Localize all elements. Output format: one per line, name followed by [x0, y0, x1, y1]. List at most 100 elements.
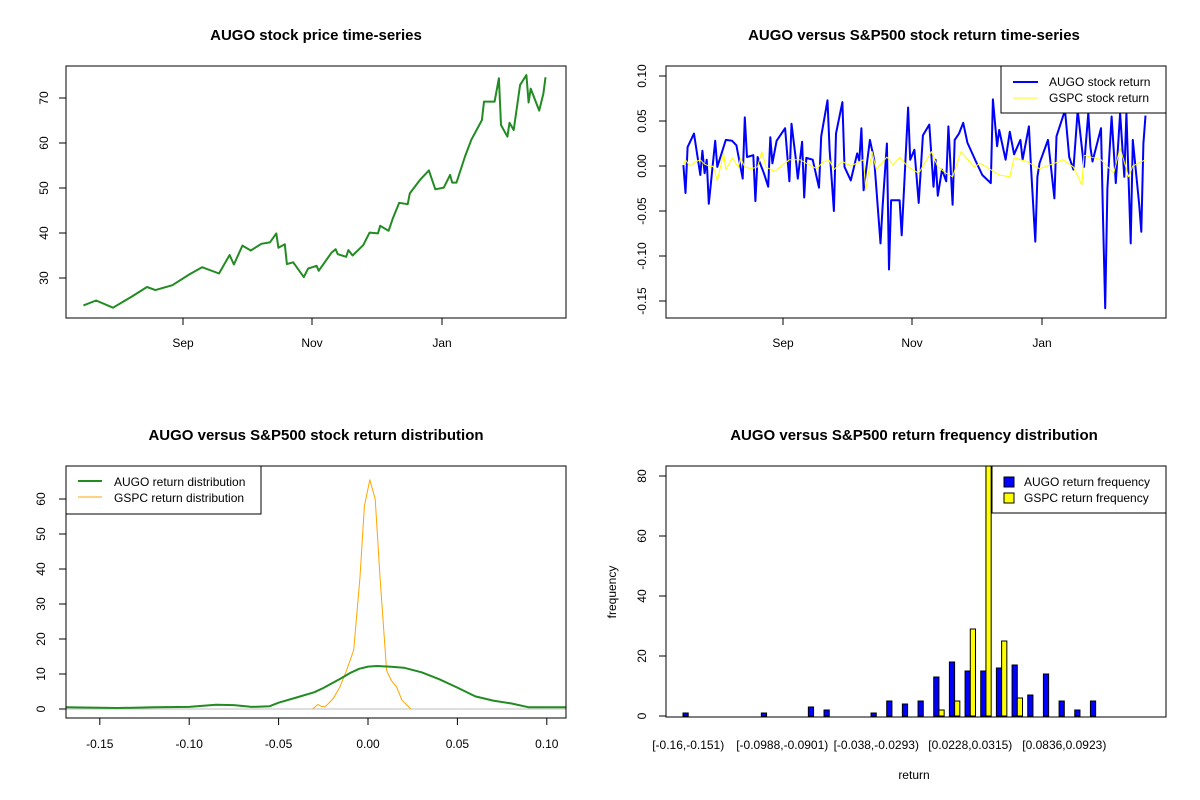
chart-title: AUGO versus S&P500 stock return time-ser…	[748, 27, 1080, 44]
x-tick-label: Nov	[301, 336, 322, 350]
plot-frame	[665, 465, 1167, 718]
x-tick-label: [0.0836,0.0923)	[1022, 738, 1106, 752]
x-tick-label: [0.0228,0.0315)	[928, 738, 1012, 752]
augo-bar	[1074, 709, 1081, 717]
x-tick-label: Nov	[901, 336, 922, 350]
legend-label: GSPC stock return	[1049, 91, 1149, 105]
x-tick-label: Jan	[1032, 336, 1051, 350]
x-tick-label: -0.15	[86, 737, 114, 751]
y-tick-label: 10	[34, 667, 48, 681]
x-tick-label: Sep	[172, 336, 194, 350]
legend: AUGO stock return GSPC stock return	[1000, 65, 1167, 114]
bars	[682, 466, 1097, 717]
legend-label: AUGO return distribution	[114, 475, 245, 489]
y-tick-label: 0	[34, 705, 48, 712]
histogram-chart: AUGO versus S&P500 return frequency dist…	[605, 427, 1167, 782]
legend-swatch-gspc	[1003, 492, 1015, 504]
augo-bar	[807, 706, 815, 717]
x-tick-label: -0.05	[265, 737, 293, 751]
augo-bar	[1027, 694, 1034, 717]
augo-bar	[1058, 700, 1065, 717]
y-tick-label: 30	[37, 271, 51, 285]
y-tick-label: 0	[635, 712, 649, 719]
y-tick-label: 50	[34, 527, 48, 541]
gspc-bar	[938, 709, 945, 717]
y-tick-label: 50	[37, 181, 51, 195]
augo-bar	[1011, 664, 1018, 717]
y-axis-label: frequency	[605, 566, 619, 619]
plot-frame	[65, 465, 567, 719]
augo-bar	[823, 709, 830, 717]
augo-bar	[870, 712, 877, 717]
x-tick-label: [-0.038,-0.0293)	[834, 738, 919, 752]
chart-title: AUGO versus S&P500 stock return distribu…	[148, 427, 483, 444]
legend-box	[65, 465, 262, 515]
legend: AUGO return frequency GSPC return frequen…	[991, 465, 1167, 514]
augo-bar	[886, 700, 893, 717]
gspc-return-line	[682, 147, 1146, 191]
gspc-bar	[1016, 697, 1024, 717]
y-tick-label: -0.05	[635, 197, 649, 225]
augo-bar	[917, 700, 924, 717]
y-tick-label: 40	[37, 226, 51, 240]
legend-label: GSPC return frequency	[1024, 491, 1149, 505]
legend: AUGO return distribution GSPC return dist…	[65, 465, 262, 515]
plot-frame	[665, 65, 1167, 319]
price-line	[83, 74, 547, 309]
x-tick-label: 0.10	[535, 737, 559, 751]
y-tick-label: 80	[635, 469, 649, 483]
gspc-bar	[954, 700, 961, 717]
x-tick-label: [-0.0988,-0.0901)	[736, 738, 828, 752]
y-tick-label: 40	[34, 562, 48, 576]
y-tick-label: 60	[37, 136, 51, 150]
x-tick-label: -0.10	[176, 737, 204, 751]
y-tick-label: 70	[37, 91, 51, 105]
augo-bar	[964, 670, 971, 717]
y-tick-label: 30	[34, 597, 48, 611]
chart-title: AUGO versus S&P500 return frequency dist…	[730, 427, 1098, 444]
legend-label: GSPC return distribution	[114, 491, 244, 505]
augo-return-line	[682, 98, 1147, 310]
legend-box	[1000, 65, 1167, 114]
y-tick-label: 0.10	[635, 64, 649, 88]
legend-box	[991, 465, 1167, 514]
x-tick-label: [-0.16,-0.151)	[652, 738, 724, 752]
x-axis-label: return	[898, 768, 929, 782]
x-tick-label: Jan	[432, 336, 451, 350]
augo-bar	[1042, 673, 1050, 717]
augo-bar	[933, 676, 940, 717]
y-tick-label: 60	[34, 492, 48, 506]
gspc-bar	[969, 628, 977, 717]
augo-bar	[682, 712, 689, 717]
augo-bar	[901, 703, 909, 717]
augo-density-line	[65, 665, 567, 709]
y-tick-label: 40	[635, 589, 649, 603]
y-tick-label: 60	[635, 529, 649, 543]
legend-swatch-augo	[1003, 476, 1015, 488]
gspc-density-line	[312, 479, 412, 710]
augo-bar	[980, 670, 987, 717]
returns-chart: AUGO versus S&P500 stock return time-ser…	[635, 27, 1167, 350]
y-tick-label: 0.00	[635, 154, 649, 178]
x-tick-label: 0.05	[446, 737, 470, 751]
y-tick-label: 20	[34, 632, 48, 646]
legend-label: AUGO return frequency	[1024, 475, 1150, 489]
augo-bar	[1089, 700, 1097, 717]
plot-frame	[65, 65, 567, 319]
x-tick-label: Sep	[772, 336, 794, 350]
gspc-bar	[1001, 640, 1008, 717]
y-tick-label: 0.05	[635, 109, 649, 133]
y-tick-label: -0.15	[635, 287, 649, 315]
augo-bar	[948, 661, 956, 717]
gspc-bar	[985, 466, 992, 717]
legend-label: AUGO stock return	[1049, 75, 1150, 89]
augo-bar	[760, 712, 768, 717]
y-tick-label: -0.10	[635, 242, 649, 270]
price-chart: AUGO stock price time-series 30 40 50 60 70 Se…	[37, 27, 567, 350]
augo-bar	[995, 667, 1003, 717]
chart-title: AUGO stock price time-series	[210, 27, 422, 44]
x-tick-label: 0.00	[356, 737, 380, 751]
y-tick-label: 20	[635, 649, 649, 663]
density-chart: AUGO versus S&P500 stock return distribu…	[34, 427, 567, 751]
